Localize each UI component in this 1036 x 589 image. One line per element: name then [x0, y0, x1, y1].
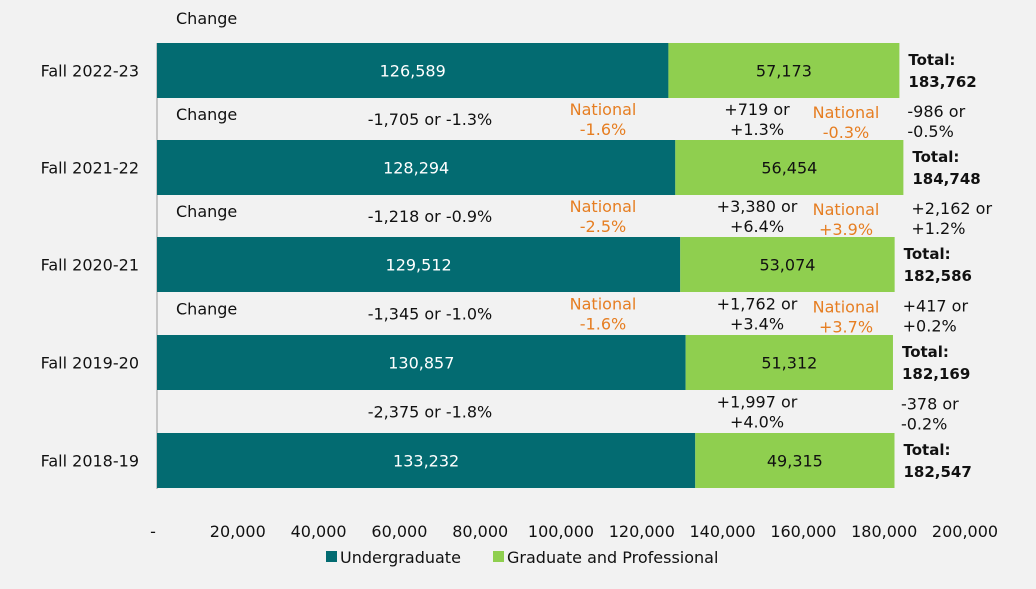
undergraduate-national-change: National — [570, 197, 637, 216]
undergraduate-bar — [157, 433, 696, 488]
legend: Undergraduate Graduate and Professional — [326, 548, 718, 567]
x-tick-label: 200,000 — [932, 522, 998, 541]
graduate-bar — [685, 335, 893, 390]
graduate-change: +1.3% — [730, 120, 784, 139]
undergraduate-value-label: 133,232 — [393, 452, 459, 471]
graduate-change: +6.4% — [730, 217, 784, 236]
legend-swatch-graduate — [493, 551, 504, 562]
graduate-national-change: +3.9% — [819, 220, 873, 239]
category-label: Fall 2020-21 — [41, 256, 139, 275]
total-value: 184,748 — [912, 170, 980, 188]
graduate-national-change: National — [813, 103, 880, 122]
total-label: Total: — [904, 245, 951, 263]
undergraduate-bar — [157, 140, 676, 195]
total-change: +417 or — [903, 297, 969, 316]
graduate-change: +4.0% — [730, 413, 784, 432]
x-tick-label: 80,000 — [452, 522, 508, 541]
change-label: Change — [176, 202, 237, 221]
change-heading: Change — [176, 9, 237, 28]
graduate-value-label: 56,454 — [761, 159, 817, 178]
total-change: -0.5% — [907, 122, 953, 141]
undergraduate-national-change: -2.5% — [580, 217, 626, 236]
graduate-bar — [675, 140, 904, 195]
total-label: Total: — [908, 51, 955, 69]
total-change: -986 or — [907, 102, 965, 121]
change-label: Change — [176, 105, 237, 124]
total-value: 182,169 — [902, 365, 970, 383]
undergraduate-value-label: 129,512 — [386, 256, 452, 275]
graduate-change: +719 or — [724, 100, 790, 119]
legend-label-undergraduate: Undergraduate — [340, 548, 461, 567]
x-tick-label: 20,000 — [210, 522, 266, 541]
category-label: Fall 2019-20 — [41, 354, 139, 373]
total-change: -0.2% — [901, 415, 947, 434]
graduate-value-label: 53,074 — [759, 256, 815, 275]
graduate-national-change: National — [813, 200, 880, 219]
undergraduate-bar — [157, 43, 669, 98]
graduate-bar — [695, 433, 895, 488]
undergraduate-bar — [157, 237, 681, 292]
total-value: 182,547 — [903, 463, 971, 481]
undergraduate-change: -1,705 or -1.3% — [368, 110, 493, 129]
total-value: 182,586 — [904, 267, 972, 285]
category-label: Fall 2021-22 — [41, 159, 139, 178]
total-change: -378 or — [901, 395, 959, 414]
legend-label-graduate: Graduate and Professional — [507, 548, 718, 567]
legend-swatch-undergraduate — [326, 551, 337, 562]
total-change: +1.2% — [911, 219, 965, 238]
undergraduate-value-label: 130,857 — [388, 354, 454, 373]
graduate-change: +1,997 or — [717, 393, 798, 412]
graduate-change: +1,762 or — [717, 295, 798, 314]
total-label: Total: — [903, 441, 950, 459]
category-label: Fall 2018-19 — [41, 452, 139, 471]
graduate-value-label: 51,312 — [761, 354, 817, 373]
total-label: Total: — [912, 148, 959, 166]
undergraduate-change: -1,218 or -0.9% — [368, 207, 493, 226]
total-change: +2,162 or — [911, 199, 992, 218]
x-tick-label: 60,000 — [371, 522, 427, 541]
total-change: +0.2% — [903, 317, 957, 336]
undergraduate-national-change: National — [570, 100, 637, 119]
bars-layer: 126,589 57,173 Total: 183,762 128,294 56,454 T… — [157, 43, 981, 488]
x-tick-label: 120,000 — [609, 522, 675, 541]
x-tick-label: 100,000 — [528, 522, 594, 541]
undergraduate-value-label: 126,589 — [380, 62, 446, 81]
graduate-value-label: 49,315 — [767, 452, 823, 471]
graduate-national-change: +3.7% — [819, 318, 873, 337]
x-tick-label: 160,000 — [770, 522, 836, 541]
graduate-national-change: National — [813, 298, 880, 317]
undergraduate-national-change: -1.6% — [580, 315, 626, 334]
x-tick-label: 40,000 — [291, 522, 347, 541]
x-tick-label: - — [150, 522, 156, 541]
undergraduate-bar — [157, 335, 686, 390]
x-tick-label: 180,000 — [851, 522, 917, 541]
graduate-change: +3.4% — [730, 315, 784, 334]
total-label: Total: — [902, 343, 949, 361]
axis-layer: - 20,000 40,000 60,000 80,000 100,000 120,000 1… — [41, 43, 998, 541]
undergraduate-value-label: 128,294 — [383, 159, 449, 178]
undergraduate-national-change: -1.6% — [580, 120, 626, 139]
x-tick-label: 140,000 — [690, 522, 756, 541]
graduate-national-change: -0.3% — [823, 123, 869, 142]
category-label: Fall 2022-23 — [41, 62, 139, 81]
graduate-bar — [668, 43, 900, 98]
undergraduate-change: -1,345 or -1.0% — [368, 305, 493, 324]
total-value: 183,762 — [908, 73, 976, 91]
undergraduate-national-change: National — [570, 295, 637, 314]
graduate-change: +3,380 or — [717, 197, 798, 216]
undergraduate-change: -2,375 or -1.8% — [368, 403, 493, 422]
graduate-value-label: 57,173 — [756, 62, 812, 81]
change-label: Change — [176, 300, 237, 319]
graduate-bar — [680, 237, 895, 292]
